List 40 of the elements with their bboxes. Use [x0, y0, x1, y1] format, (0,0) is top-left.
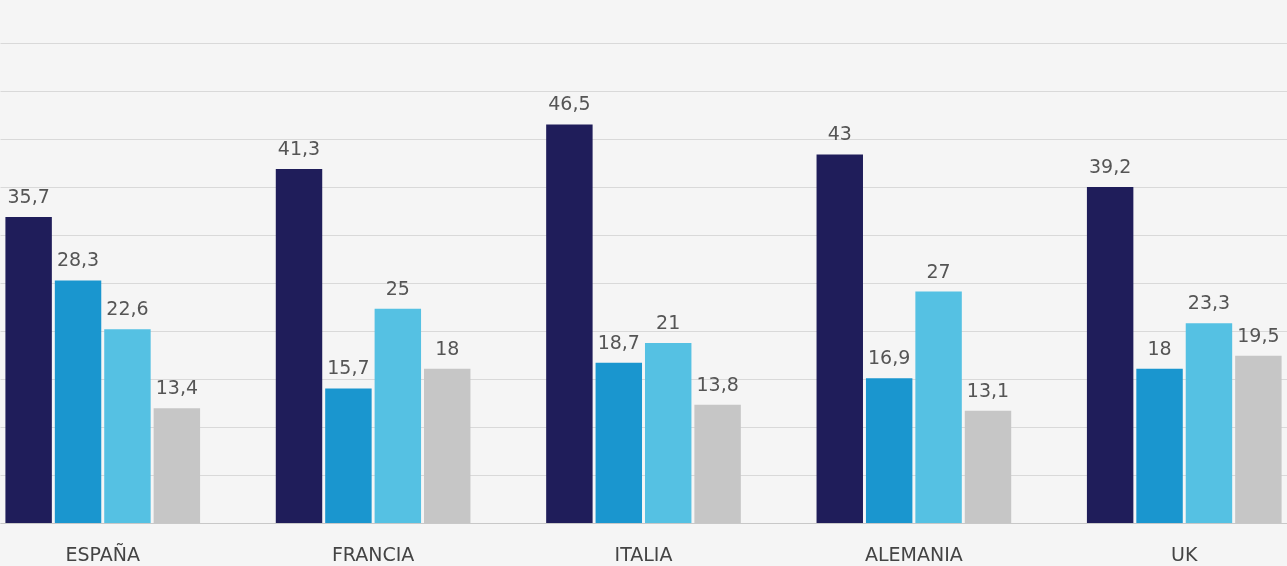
bar [865, 378, 913, 523]
bar [275, 169, 323, 523]
bar [595, 362, 643, 523]
x-tick-label: FRANCIA [331, 542, 415, 565]
data-label: 25 [385, 276, 410, 299]
data-label: 23,3 [1187, 291, 1231, 314]
bar [644, 343, 692, 523]
data-label: 35,7 [7, 185, 50, 207]
bar [915, 291, 962, 523]
data-label: 13,8 [696, 372, 739, 395]
data-label: 41,3 [277, 137, 321, 159]
data-label: 39,2 [1088, 155, 1132, 177]
data-label: 18 [1147, 336, 1172, 359]
data-label: 27 [926, 259, 951, 282]
data-label: 18 [435, 336, 460, 359]
data-label: 13,4 [155, 376, 199, 399]
bar [5, 217, 52, 523]
data-label: 22,6 [106, 297, 149, 320]
bar [1136, 368, 1183, 523]
bar [325, 388, 372, 523]
data-label: 19,5 [1237, 323, 1280, 346]
data-label: 46,5 [548, 92, 591, 115]
x-tick-label: ALEMANIA [864, 542, 963, 565]
bar [1086, 187, 1134, 523]
data-label: 13,1 [966, 378, 1010, 401]
bar [546, 124, 593, 523]
data-label: 15,7 [327, 356, 370, 379]
bar [1185, 323, 1233, 523]
bar [54, 280, 102, 523]
data-label: 18,7 [597, 330, 640, 353]
bar [374, 308, 422, 523]
data-label: 16,9 [868, 346, 911, 369]
x-tick-label: ITALIA [614, 542, 673, 565]
data-label: 43 [827, 122, 852, 145]
data-label: 21 [656, 311, 681, 333]
x-tick-label: UK [1171, 542, 1198, 565]
x-tick-label: ESPAÑA [65, 542, 140, 565]
data-label: 28,3 [56, 248, 100, 271]
bar [104, 329, 151, 523]
bar [816, 154, 863, 523]
